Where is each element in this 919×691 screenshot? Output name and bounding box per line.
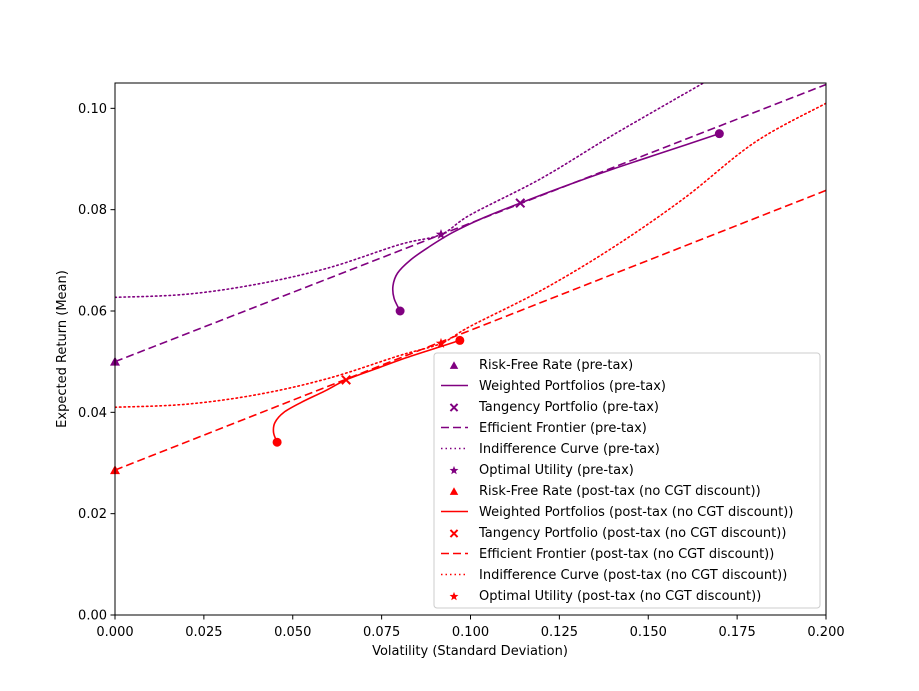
legend-x-icon (449, 529, 459, 538)
x-axis-label: Volatility (Standard Deviation) (372, 644, 568, 659)
legend-label: Indifference Curve (pre-tax) (479, 442, 660, 457)
legend-label: Tangency Portfolio (pre-tax) (478, 400, 659, 415)
y-tick-label: 0.00 (78, 609, 107, 624)
x-tick-label: 0.025 (185, 625, 222, 640)
legend-label: Indifference Curve (post-tax (no CGT dis… (479, 568, 787, 583)
legend-entry: Efficient Frontier (post-tax (no CGT dis… (441, 547, 774, 562)
legend-entry: Tangency Portfolio (post-tax (no CGT dis… (449, 526, 786, 541)
plot-area (115, 83, 826, 471)
legend-box (433, 352, 821, 609)
legend-star-icon (449, 465, 459, 475)
legend-label: Optimal Utility (pre-tax) (479, 463, 634, 478)
series-line (115, 102, 826, 409)
legend-entry: Weighted Portfolios (pre-tax) (441, 379, 666, 394)
y-tick-label: 0.04 (78, 406, 107, 421)
y-tick-label: 0.06 (78, 305, 107, 320)
legend-star-icon (449, 591, 459, 601)
legend-label: Efficient Frontier (post-tax (no CGT dis… (479, 547, 774, 562)
legend-label: Risk-Free Rate (pre-tax) (479, 358, 633, 373)
x-tick-label: 0.075 (363, 625, 400, 640)
series-line (115, 83, 705, 299)
y-tick-label: 0.08 (78, 203, 107, 218)
y-axis-label: Expected Return (Mean) (55, 270, 70, 428)
legend-entry: Indifference Curve (pre-tax) (441, 442, 660, 457)
legend-label: Weighted Portfolios (post-tax (no CGT di… (479, 505, 793, 520)
legend-entry: Optimal Utility (pre-tax) (449, 463, 634, 478)
y-axis: 0.00 0.02 0.04 0.06 0.08 0.10 (78, 102, 115, 624)
legend-label: Efficient Frontier (pre-tax) (479, 421, 647, 436)
series-line (391, 132, 720, 312)
legend-entry: Risk-Free Rate (post-tax (no CGT discoun… (449, 484, 761, 499)
x-tick-label: 0.050 (274, 625, 311, 640)
legend-label: Weighted Portfolios (pre-tax) (479, 379, 666, 394)
legend-entry: Weighted Portfolios (post-tax (no CGT di… (441, 505, 793, 520)
legend-triangle-icon (449, 361, 459, 369)
x-axis: 0.000 0.025 0.050 0.075 0.100 0.125 0.150 0.175… (96, 615, 845, 640)
series-line (115, 189, 826, 471)
x-tick-label: 0.200 (807, 625, 844, 640)
legend-triangle-icon (449, 487, 459, 495)
legend-label: Optimal Utility (post-tax (no CGT discou… (479, 589, 761, 604)
x-tick-label: 0.100 (452, 625, 489, 640)
x-tick-label: 0.125 (541, 625, 578, 640)
x-tick-label: 0.000 (96, 625, 133, 640)
y-tick-label: 0.10 (78, 102, 107, 117)
series-line (115, 83, 826, 363)
x-tick-label: 0.175 (719, 625, 756, 640)
legend-entry: Efficient Frontier (pre-tax) (441, 421, 647, 436)
legend-entry: Tangency Portfolio (pre-tax) (449, 400, 659, 415)
legend-entry: Risk-Free Rate (pre-tax) (449, 358, 633, 373)
legend-label: Risk-Free Rate (post-tax (no CGT discoun… (479, 484, 761, 499)
legend: Risk-Free Rate (pre-tax) Weighted Portfol… (433, 352, 821, 609)
legend-label: Tangency Portfolio (post-tax (no CGT dis… (478, 526, 786, 541)
series-line (272, 339, 461, 443)
legend-entry: Optimal Utility (post-tax (no CGT discou… (449, 589, 761, 604)
y-tick-label: 0.02 (78, 507, 107, 522)
legend-x-icon (449, 403, 459, 412)
legend-entry: Indifference Curve (post-tax (no CGT dis… (441, 568, 787, 583)
x-tick-label: 0.150 (630, 625, 667, 640)
